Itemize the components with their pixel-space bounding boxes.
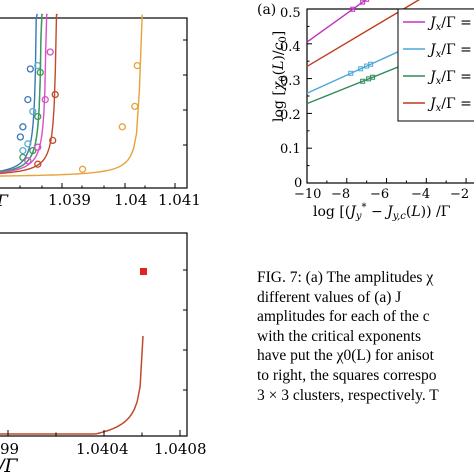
panel-a-data-point bbox=[360, 78, 366, 84]
panel-a-legend: Jx/Γ = Jx/Γ = Jx/Γ = Jx/Γ = bbox=[397, 8, 474, 122]
panel-a-data-point bbox=[368, 61, 374, 67]
panel-a-data-point bbox=[348, 70, 354, 76]
top-left-axes-frame bbox=[0, 17, 188, 189]
top-left-data-point bbox=[41, 95, 49, 104]
panel-a-ticks bbox=[306, 8, 467, 184]
top-left-data-point bbox=[26, 65, 34, 73]
caption-line: 3 × 3 clusters, respectively. T bbox=[257, 386, 439, 404]
bottom-left-ticks bbox=[7, 269, 187, 436]
panel-a-ytick-label: 0.1 bbox=[280, 142, 301, 157]
panel-a: (a) 0.5 0.4 0.3 0.2 0.1 0 −10 −8 −6 −4 −… bbox=[257, 0, 474, 222]
panel-a-xtick-label: −4 bbox=[411, 187, 430, 202]
top-left-data-point bbox=[133, 61, 141, 70]
top-left-curves bbox=[0, 13, 143, 177]
bottom-left-xlabel: /Γ bbox=[0, 455, 18, 474]
panel-a-xtick-label: −8 bbox=[331, 187, 350, 202]
panel-a-xtick-label: −2 bbox=[450, 187, 469, 202]
top-left-data-point bbox=[19, 153, 27, 162]
legend-items: Jx/Γ = Jx/Γ = Jx/Γ = Jx/Γ = bbox=[403, 15, 472, 114]
panel-a-xtick-label: −6 bbox=[370, 187, 389, 202]
panel-a-ytick-label: 0.2 bbox=[280, 108, 301, 123]
legend-label: Jx/Γ = bbox=[427, 96, 472, 114]
top-left-tick-label: 1.04 bbox=[114, 191, 147, 209]
top-left-data-point bbox=[34, 112, 42, 121]
panel-a-xtick-label: −10 bbox=[294, 187, 321, 202]
caption-line: have put the χ0(L) for anisot bbox=[257, 347, 434, 365]
top-left-data-point bbox=[34, 160, 42, 168]
panel-a-series-line bbox=[306, 0, 421, 68]
bottom-left-tick-label: 1.0408 bbox=[154, 440, 207, 458]
top-left-series-line bbox=[0, 13, 38, 172]
top-left-data-point bbox=[24, 95, 32, 104]
figure-caption: FIG. 7: (a) The amplitudes χ different v… bbox=[257, 268, 474, 405]
panel-a-ytick-label: 0.5 bbox=[280, 6, 301, 21]
panel-a-data-point bbox=[364, 0, 370, 2]
top-left-data-point bbox=[131, 102, 139, 111]
top-left-data-point bbox=[29, 146, 37, 155]
panel-a-data-point bbox=[350, 6, 356, 12]
top-left-series-line bbox=[0, 13, 48, 174]
top-left-tick-label: 1.041 bbox=[158, 191, 201, 209]
panel-a-ylabel-text: log [χ0(L)/c0] bbox=[271, 31, 289, 122]
top-left-panel: 1.039 1.04 1.041 Γ bbox=[0, 13, 201, 210]
top-left-data-point bbox=[19, 123, 27, 131]
top-left-series-line bbox=[0, 13, 43, 173]
top-left-data-point bbox=[34, 143, 42, 151]
top-left-ticks bbox=[19, 39, 187, 188]
top-left-data-point bbox=[36, 68, 44, 77]
panel-a-xlabel: log [(Jy* − Jy,c(L)) /Γ bbox=[313, 202, 451, 222]
top-left-data-point bbox=[16, 133, 25, 141]
panel-a-ytick-label: 0.4 bbox=[280, 40, 301, 55]
caption-line: to right, the squares correspo bbox=[257, 366, 437, 384]
legend-label: Jx/Γ = bbox=[427, 42, 472, 60]
bottom-left-axes-frame bbox=[0, 232, 188, 437]
bottom-left-tick-label: 1.0404 bbox=[76, 440, 129, 458]
panel-a-data-point bbox=[370, 74, 376, 80]
panel-a-label: (a) bbox=[257, 2, 276, 18]
panel-a-data-point bbox=[358, 66, 364, 72]
panel-a-ytick-label: 0 bbox=[294, 176, 302, 191]
top-left-data-point bbox=[46, 48, 54, 56]
caption-line: amplitudes for each of the c bbox=[257, 308, 430, 326]
top-left-data-point bbox=[24, 157, 32, 165]
panel-a-ytick-label: 0.3 bbox=[280, 74, 301, 89]
top-left-data-point bbox=[49, 136, 57, 145]
top-left-series-line bbox=[0, 14, 143, 177]
legend-label: Jx/Γ = bbox=[427, 69, 472, 87]
bottom-left-end-marker bbox=[140, 268, 147, 275]
top-left-data-point bbox=[78, 165, 87, 173]
caption-line: FIG. 7: (a) The amplitudes χ bbox=[257, 269, 434, 286]
top-left-tick-label: 1.039 bbox=[48, 191, 91, 209]
bottom-left-tick-label: 99 bbox=[0, 440, 19, 458]
panel-a-series-line bbox=[306, 0, 367, 43]
top-left-data-point bbox=[29, 107, 37, 116]
panel-a-data-point bbox=[360, 0, 366, 5]
top-left-data-point bbox=[24, 140, 32, 148]
legend-label: Jx/Γ = bbox=[427, 15, 472, 33]
bottom-left-curve bbox=[0, 335, 144, 435]
caption-line: different values of (a) J bbox=[257, 288, 402, 306]
top-left-data-point bbox=[51, 90, 59, 99]
panel-a-ylabel: log [χ0(L)/c0] bbox=[271, 31, 289, 122]
top-left-data-point bbox=[118, 123, 126, 131]
top-left-series-line bbox=[0, 13, 58, 175]
top-left-data-point bbox=[19, 146, 27, 155]
bottom-left-panel: 99 1.0404 1.0408 /Γ bbox=[0, 232, 207, 474]
caption-line: with the critical exponents bbox=[257, 327, 421, 345]
top-left-xlabel: Γ bbox=[0, 191, 9, 210]
